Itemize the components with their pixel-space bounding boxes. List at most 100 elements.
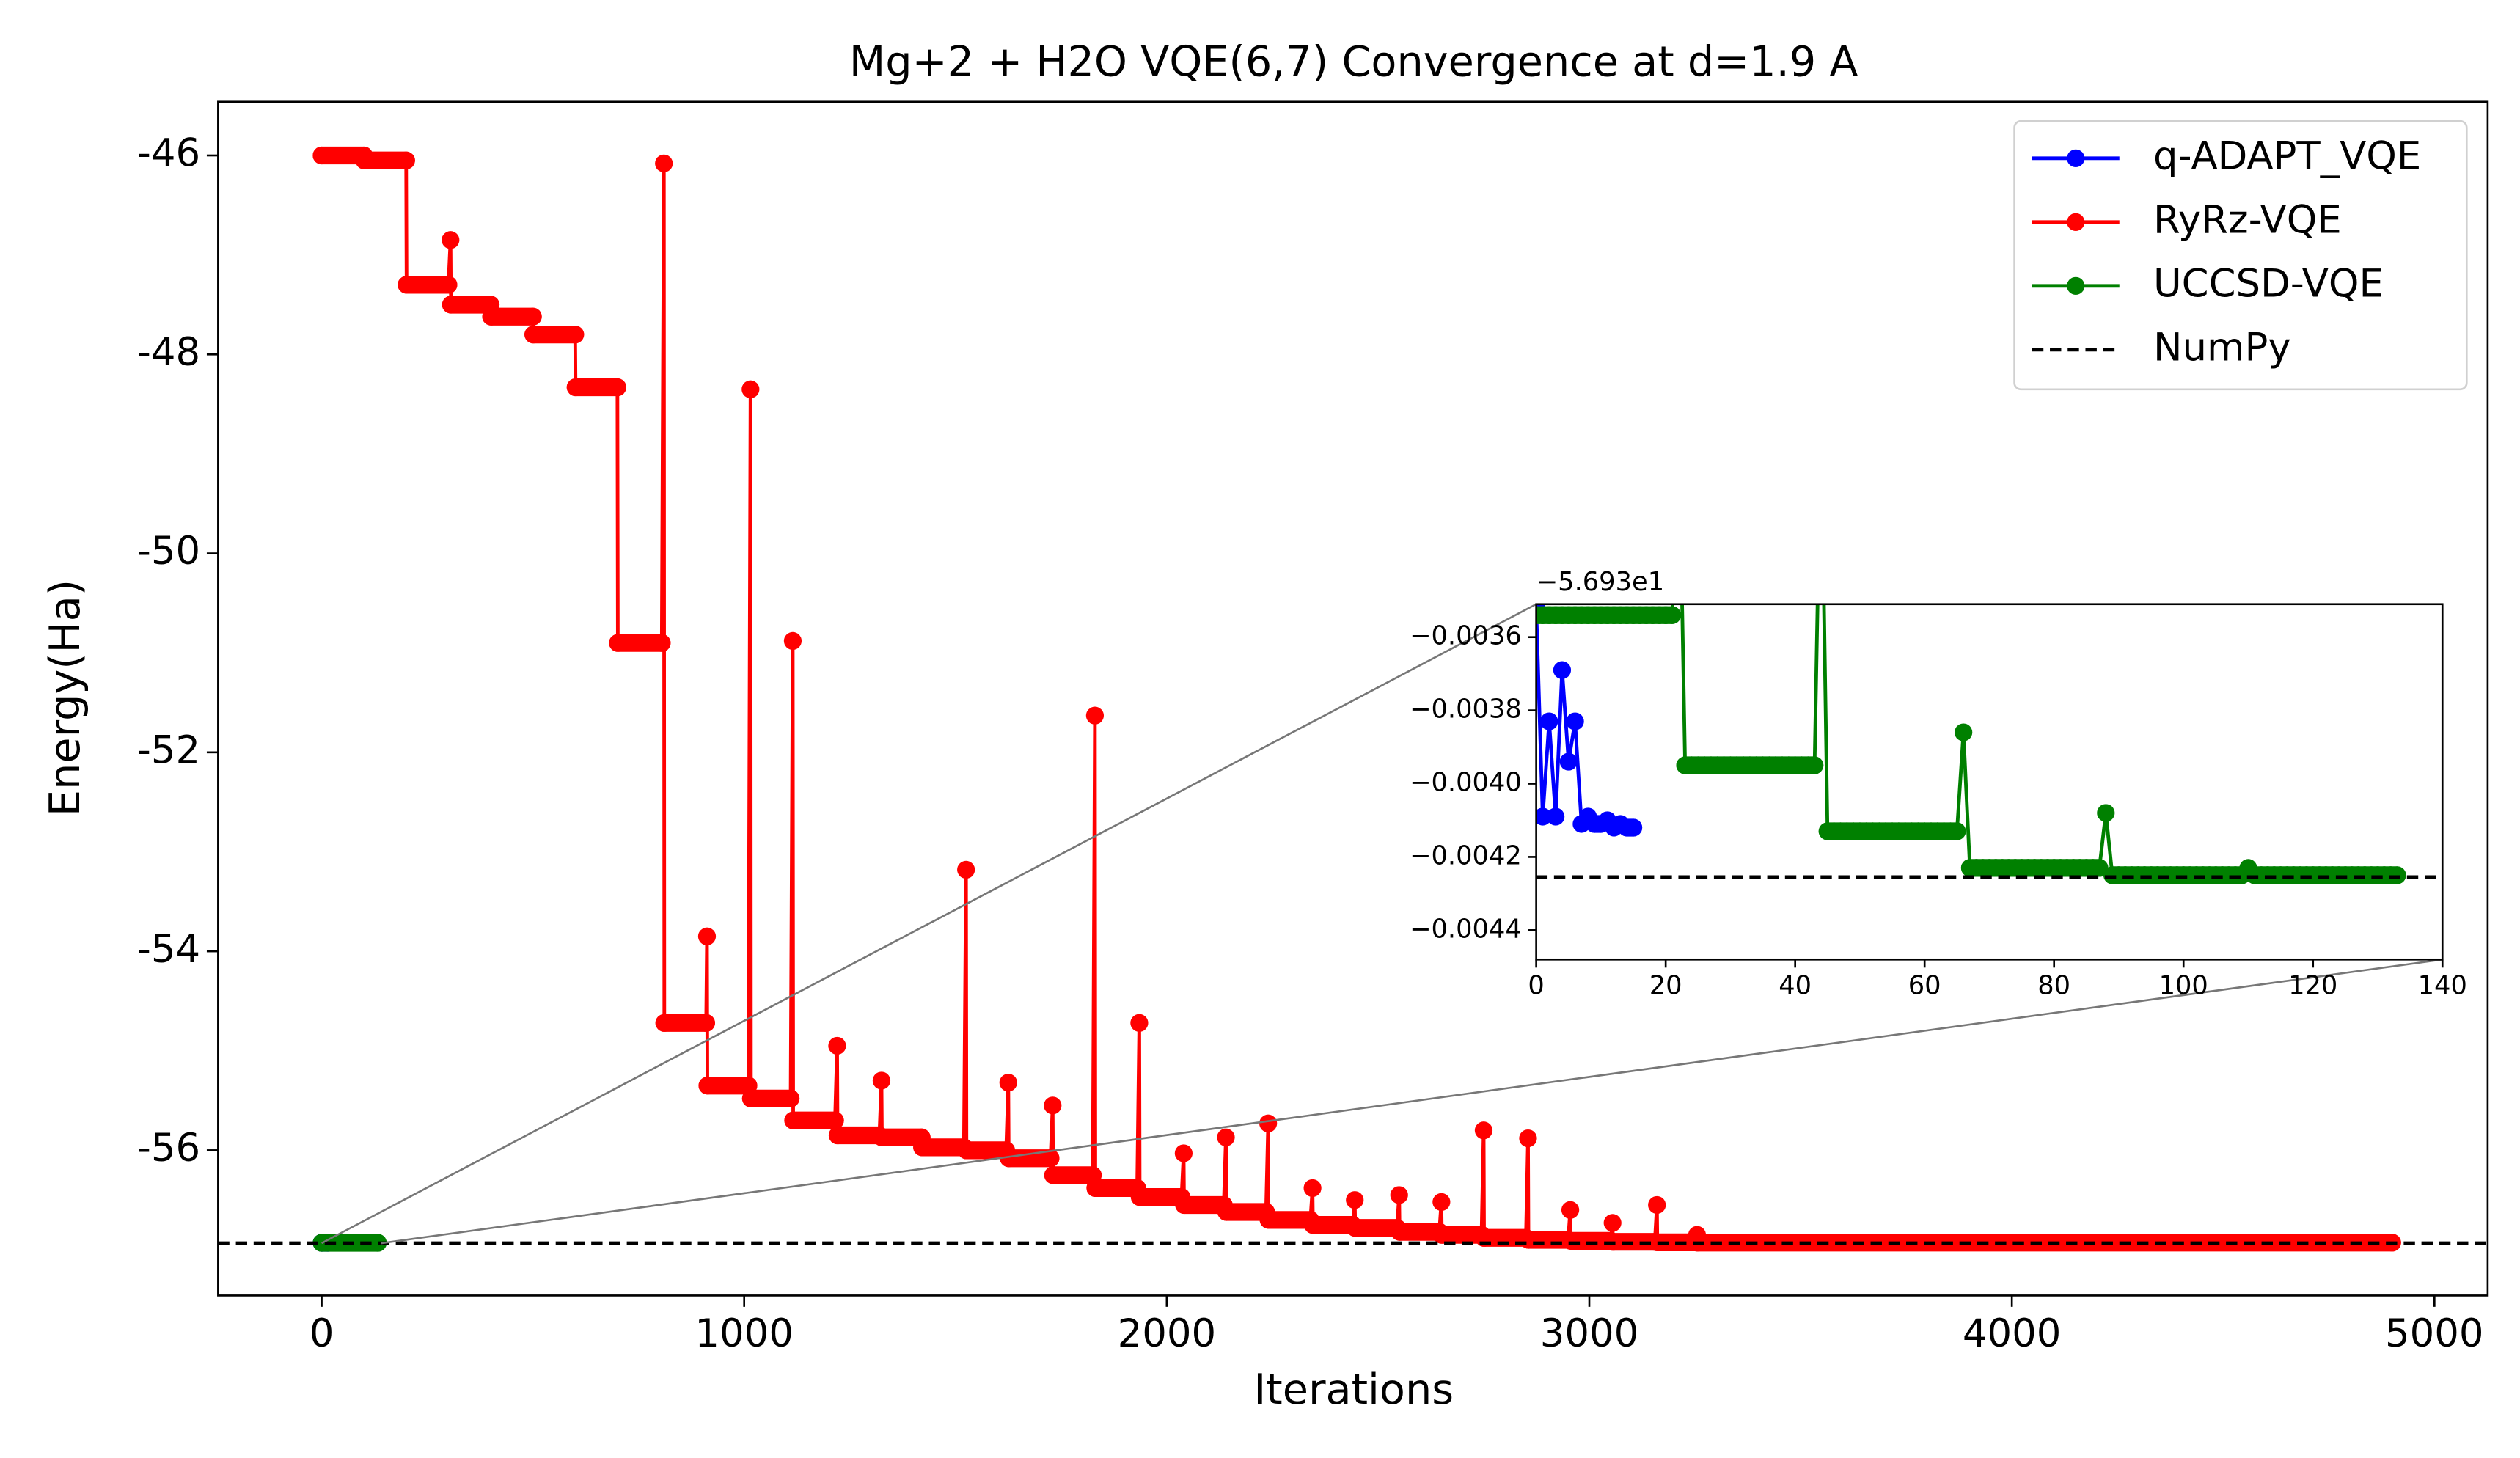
x-tick-label: 5000 [2385,1311,2484,1356]
series-marker [1648,1233,1666,1251]
axes-frame [1535,603,2444,961]
series-marker [783,631,802,651]
series-marker [1648,1195,1666,1215]
zoom-connector [321,603,1537,1245]
series-marker [1086,1179,1105,1198]
series-marker [913,1138,931,1157]
plot-area [1536,604,2443,960]
series-marker [439,276,458,294]
y-tick-label: -54 [137,927,200,972]
series-marker [826,1111,844,1129]
legend-marker [2067,213,2085,231]
series-marker [398,276,416,294]
x-tick-label: 140 [2418,971,2467,1001]
series-marker [1391,1223,1409,1241]
series-marker [741,380,760,398]
series-marker [1955,723,1973,741]
x-tick-label: 0 [309,1311,334,1356]
series-marker [1346,1191,1364,1209]
chart-title: Mg+2 + H2O VQE(6,7) Convergence at d=1.9… [849,37,1858,87]
x-tick-label: 20 [1649,971,1682,1001]
series-marker [1566,712,1584,730]
series-marker [741,1089,761,1107]
y-tick-label: −0.0040 [1410,768,1522,798]
series-marker [1174,1144,1193,1162]
series-marker [2388,866,2406,884]
x-tick-label: 80 [2037,971,2070,1001]
series-marker [653,634,671,652]
series-marker [1561,1231,1580,1250]
x-tick-label: 100 [2159,971,2208,1001]
series-marker [2097,804,2115,822]
series-marker [1041,1149,1060,1168]
y-tick-label: −0.0044 [1410,914,1522,944]
series-marker [1624,818,1643,837]
series-marker [1519,1231,1538,1249]
series-marker [1259,1114,1278,1132]
series-marker [566,378,585,397]
y-offset-label: −5.693e1 [1536,567,1664,597]
x-tick-label: 2000 [1118,1311,1217,1356]
series-marker [655,154,673,172]
y-tick-label: −0.0042 [1410,840,1522,871]
series-marker [1390,1186,1408,1204]
y-tick-label: -52 [137,728,200,772]
series-marker [2090,859,2109,877]
zoom-connector [381,958,2443,1245]
series-marker [1044,1096,1062,1115]
series-marker [1259,1211,1278,1229]
series-marker [397,151,415,169]
series-marker [1561,1201,1580,1219]
series-marker [1553,661,1572,679]
series-marker [1432,1193,1451,1212]
series-marker [1663,606,1682,624]
series-marker [1519,1129,1537,1148]
axes-frame [217,100,2489,1297]
series-marker [1540,712,1558,730]
series-marker [828,1036,846,1055]
series-marker [828,1126,847,1145]
plot-content [312,146,2401,1252]
y-tick-label: −0.0036 [1410,621,1522,651]
series-marker [1546,807,1565,826]
x-tick-label: 3000 [1540,1311,1639,1356]
series-marker [872,1071,891,1090]
series-marker [1432,1226,1451,1244]
series-marker [442,296,460,314]
plot-content [1536,604,2406,884]
legend-marker [2067,276,2085,295]
x-tick-label: 0 [1528,971,1544,1001]
series-marker [784,1111,802,1129]
series-marker [608,378,626,397]
legend-label: q-ADAPT_VQE [2153,133,2421,178]
series-marker [1130,1188,1149,1206]
series-marker [609,634,627,652]
series-marker [1536,807,1552,826]
legend-marker [2067,149,2085,167]
y-tick-label: -56 [137,1126,200,1171]
x-tick-label: 40 [1779,971,1812,1001]
series-marker [781,1089,800,1107]
series-marker [524,326,543,344]
series-marker [1000,1149,1018,1168]
series-marker [442,231,460,249]
legend-box [2013,120,2468,391]
y-tick-label: -48 [137,330,200,375]
series-marker [698,1077,717,1095]
series-marker [957,860,975,879]
series-marker [524,307,542,326]
series-marker [482,307,500,326]
y-axis-label: Energy(Ha) [40,579,89,816]
series-marker [1044,1166,1062,1184]
x-tick-label: 60 [1908,971,1941,1001]
series-marker [312,146,331,165]
series-marker [1559,752,1578,771]
series-marker [369,1234,387,1252]
y-tick-label: −0.0038 [1410,695,1522,725]
series-marker [1806,756,1824,774]
series-marker [1130,1014,1149,1032]
x-tick-label: 4000 [1963,1311,2062,1356]
series-marker [1304,1216,1322,1234]
series-marker [1217,1203,1236,1221]
series-marker [999,1074,1017,1092]
